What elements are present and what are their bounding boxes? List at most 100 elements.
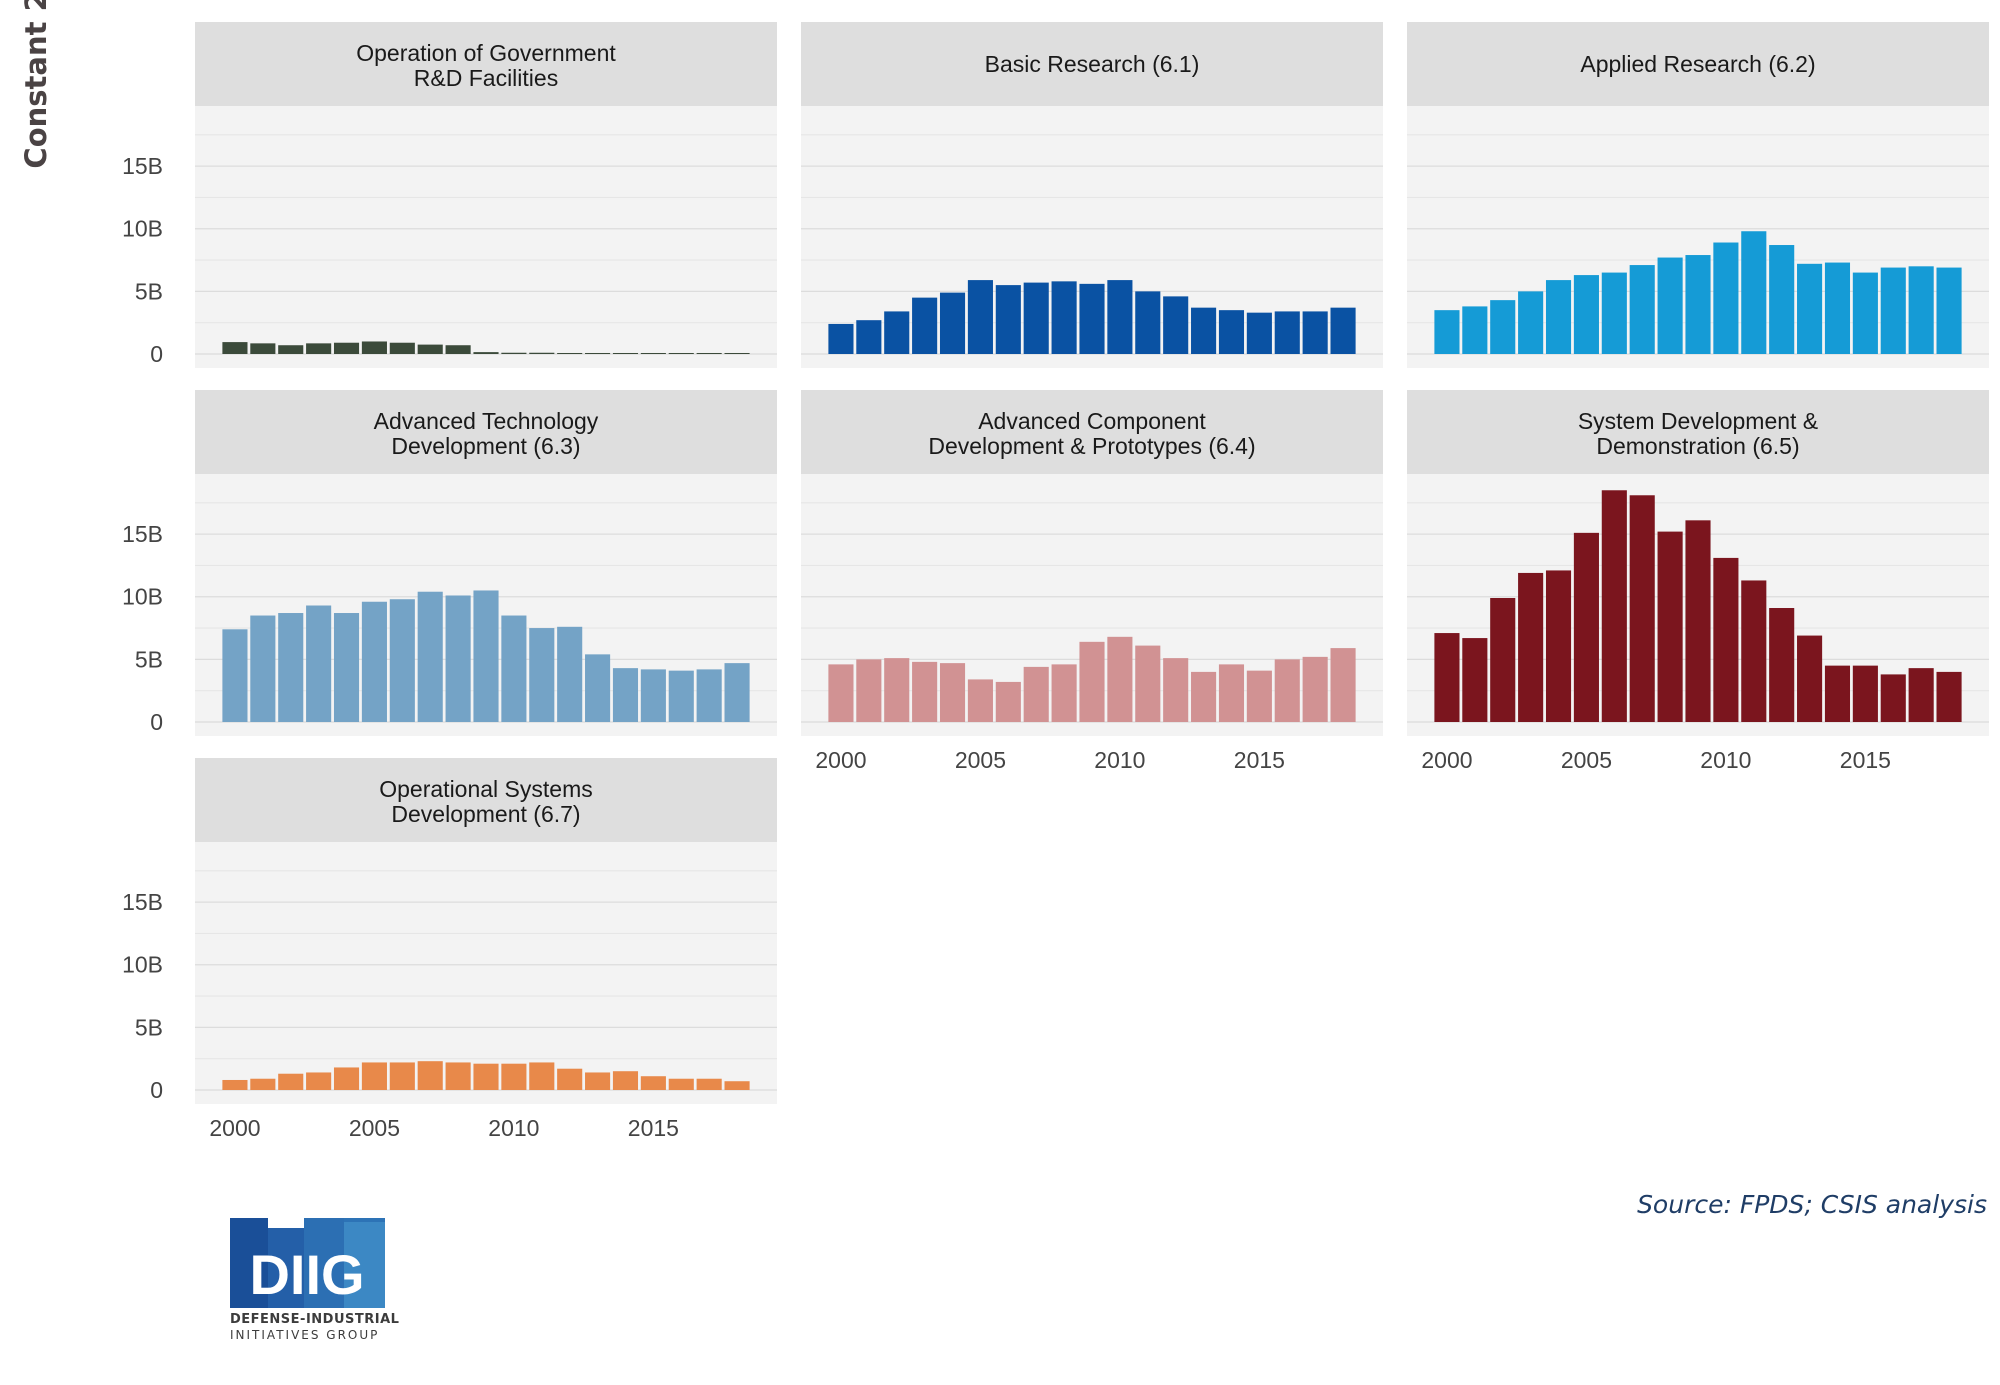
bar xyxy=(1135,645,1161,722)
bar xyxy=(967,280,993,354)
bar xyxy=(1852,665,1878,722)
bar xyxy=(1936,267,1962,354)
bar xyxy=(1880,267,1906,354)
bar xyxy=(473,1063,499,1090)
bar xyxy=(1191,671,1217,722)
panel-header xyxy=(195,22,777,106)
panel-title: Development & Prototypes (6.4) xyxy=(928,433,1255,459)
bar xyxy=(306,1072,332,1090)
bar xyxy=(1769,608,1795,722)
panel-title: Development (6.7) xyxy=(391,801,580,827)
bar xyxy=(1462,306,1488,354)
bar xyxy=(939,292,966,354)
bar xyxy=(585,352,611,354)
logo-line1: DEFENSE-INDUSTRIAL xyxy=(230,1312,400,1327)
bar xyxy=(912,661,938,722)
bar xyxy=(828,323,854,354)
y-tick-label: 5B xyxy=(135,646,163,672)
bar xyxy=(1274,659,1300,722)
bar xyxy=(585,1072,611,1090)
bar xyxy=(222,342,248,354)
bar xyxy=(529,352,555,354)
bar xyxy=(1302,311,1328,354)
y-tick-label: 10B xyxy=(122,952,163,978)
bar xyxy=(1741,231,1767,354)
bar xyxy=(1936,671,1962,722)
y-tick-label: 10B xyxy=(122,216,163,242)
panel-title: Applied Research (6.2) xyxy=(1580,51,1815,77)
panel-title: Advanced Technology xyxy=(374,408,599,434)
panel-title: Demonstration (6.5) xyxy=(1596,433,1799,459)
diig-logo: DIIG xyxy=(230,1218,385,1308)
panel-header xyxy=(801,390,1383,474)
bar xyxy=(1135,291,1161,354)
bar xyxy=(1246,670,1272,722)
bar xyxy=(1824,262,1851,354)
y-tick-label: 0 xyxy=(150,709,163,735)
bar xyxy=(1330,307,1356,354)
bar xyxy=(1685,255,1711,354)
bar xyxy=(912,297,938,354)
x-tick-label: 2015 xyxy=(628,1115,679,1141)
bar xyxy=(501,615,527,722)
bar xyxy=(612,1071,639,1090)
bar xyxy=(1657,531,1683,722)
x-tick-label: 2015 xyxy=(1234,747,1285,773)
bar xyxy=(333,342,360,354)
panel-background xyxy=(195,842,777,1104)
bar xyxy=(1490,597,1516,722)
bar xyxy=(1218,664,1245,722)
x-tick-label: 2010 xyxy=(488,1115,539,1141)
bar xyxy=(1908,266,1934,354)
bar xyxy=(585,654,611,722)
bar xyxy=(1629,495,1655,722)
panel-title: R&D Facilities xyxy=(414,65,558,91)
x-tick-label: 2010 xyxy=(1700,747,1751,773)
bar xyxy=(361,341,387,354)
bar xyxy=(1218,310,1245,354)
x-tick-label: 2000 xyxy=(1421,747,1472,773)
bar xyxy=(1302,656,1328,722)
bar xyxy=(1573,532,1599,722)
bar xyxy=(222,629,248,722)
bar xyxy=(1880,674,1906,722)
bar xyxy=(417,591,443,722)
bar xyxy=(361,1062,387,1090)
bar xyxy=(473,590,499,722)
panel-title: Development (6.3) xyxy=(391,433,580,459)
bar xyxy=(417,344,443,354)
logo-mark: DIIG xyxy=(249,1243,364,1306)
bar xyxy=(724,663,750,722)
y-tick-label: 0 xyxy=(150,341,163,367)
bar xyxy=(640,352,666,354)
bar xyxy=(1051,281,1077,354)
bar xyxy=(724,1081,750,1090)
bar xyxy=(445,1062,471,1090)
bar xyxy=(557,352,583,354)
bar xyxy=(1330,648,1356,722)
bar xyxy=(1713,557,1739,722)
bar xyxy=(1107,636,1133,722)
bar xyxy=(278,1073,304,1090)
bar xyxy=(995,681,1021,722)
bar xyxy=(1163,658,1189,722)
bar xyxy=(856,320,882,354)
bar xyxy=(278,345,304,354)
x-tick-label: 2005 xyxy=(349,1115,400,1141)
bar xyxy=(1713,242,1739,354)
bar xyxy=(1023,666,1049,722)
bar xyxy=(1490,300,1516,354)
bar xyxy=(417,1061,443,1090)
bar xyxy=(1685,520,1711,722)
bar xyxy=(333,613,360,722)
bar xyxy=(1051,664,1077,722)
x-tick-label: 2005 xyxy=(955,747,1006,773)
source-note: Source: FPDS; CSIS analysis xyxy=(1637,1190,1987,1219)
bar xyxy=(1573,275,1599,354)
bar xyxy=(640,1076,666,1090)
bar xyxy=(306,605,332,722)
bar xyxy=(557,1068,583,1090)
bar xyxy=(501,1063,527,1090)
y-tick-label: 15B xyxy=(122,153,163,179)
